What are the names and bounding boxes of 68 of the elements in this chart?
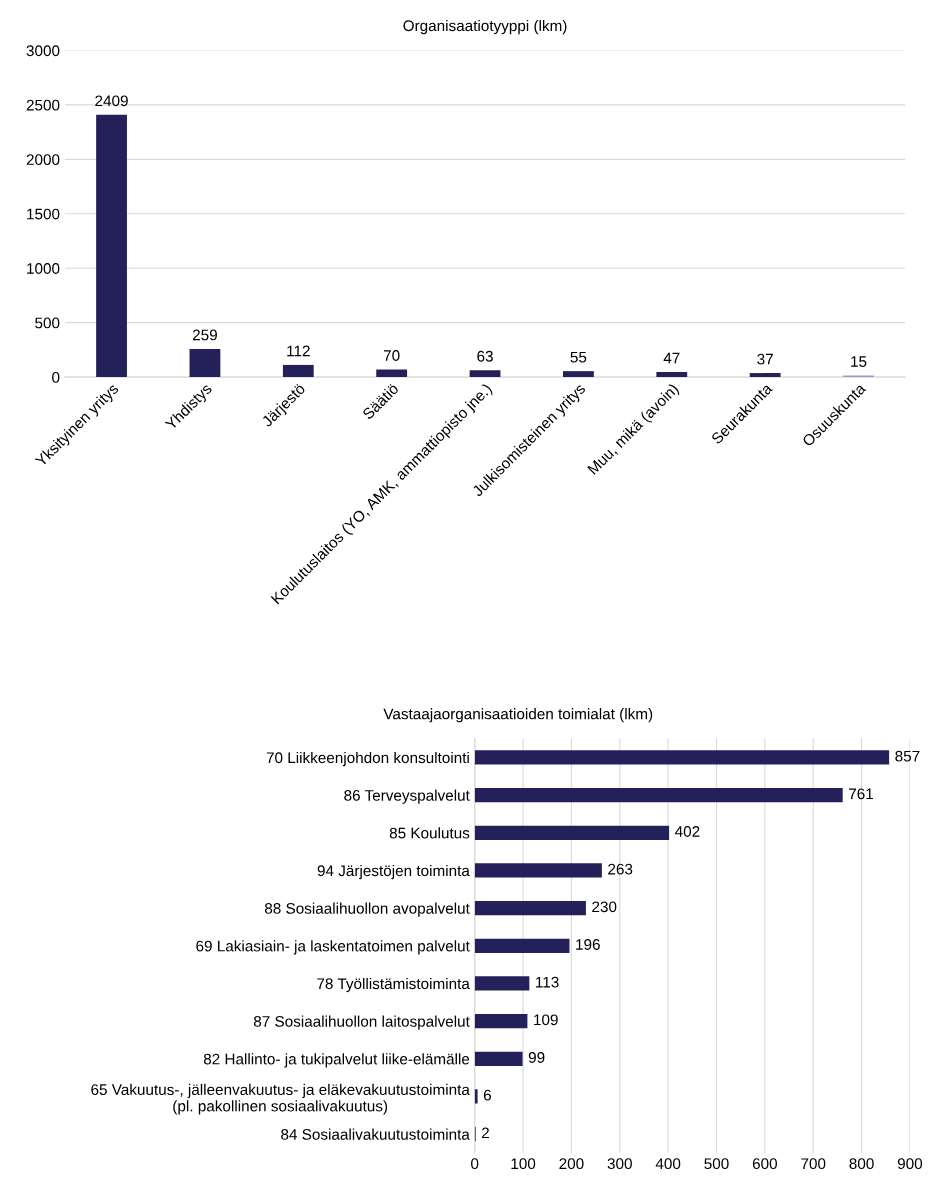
data-label: 402 — [675, 826, 700, 837]
bar — [474, 750, 890, 765]
bar — [474, 863, 602, 878]
y-tick-label: 2500 — [26, 99, 60, 111]
data-label: 2409 — [95, 95, 128, 107]
x-tick-label: 0 — [471, 1158, 479, 1170]
y-tick-label: 3000 — [26, 45, 60, 57]
data-label: 6 — [483, 1089, 491, 1101]
data-label: 263 — [608, 863, 633, 875]
y-tick-label: 84 Sosiaalivakuutustoiminta — [281, 1128, 470, 1140]
data-label: 2 — [481, 1127, 489, 1139]
data-label: 70 — [383, 350, 400, 361]
data-label: 113 — [536, 976, 559, 988]
x-tick-label: 100 — [511, 1158, 536, 1170]
bar — [282, 364, 314, 378]
bar — [189, 348, 221, 378]
bar — [474, 900, 586, 916]
x-tick-label: 900 — [897, 1158, 923, 1170]
y-tick-label: 70 Liikkeenjohdon konsultointi — [266, 751, 469, 767]
y-tick-label: 94 Järjestöjen toiminta — [317, 864, 470, 880]
data-label: 63 — [477, 350, 493, 362]
y-tick-label: 78 Työllistämistoiminta — [317, 977, 470, 993]
data-label: 37 — [757, 353, 773, 365]
data-label: 196 — [576, 939, 600, 950]
data-label: 47 — [663, 352, 680, 364]
y-tick-label: 2000 — [26, 154, 60, 166]
y-tick-label: 500 — [35, 317, 60, 329]
bar — [376, 369, 408, 378]
bar — [469, 370, 501, 378]
y-tick-label: 1000 — [27, 263, 60, 274]
y-tick-label: 1500 — [27, 208, 60, 220]
bar — [96, 114, 127, 378]
chart-title: Vastaajaorganisaatioiden toimialat (lkm) — [383, 708, 653, 723]
x-tick-label: 700 — [801, 1158, 826, 1170]
data-label: 857 — [895, 750, 920, 762]
data-label: 55 — [570, 351, 587, 363]
data-label: 109 — [534, 1014, 558, 1026]
bar — [656, 372, 688, 378]
x-tick-label: 600 — [752, 1158, 777, 1170]
data-label: 259 — [192, 329, 217, 341]
data-label: 112 — [287, 345, 310, 357]
data-label: 230 — [592, 901, 617, 913]
data-label: 15 — [851, 356, 867, 367]
bar — [474, 825, 670, 840]
bar — [474, 1051, 523, 1066]
bar — [474, 787, 843, 803]
bar — [474, 1089, 478, 1104]
y-tick-label: 0 — [52, 371, 60, 383]
bar — [749, 373, 781, 378]
data-label: 99 — [528, 1052, 545, 1063]
y-tick-label: 87 Sosiaalihuollon laitospalvelut — [253, 1015, 470, 1030]
y-tick-label: 85 Koulutus — [389, 827, 470, 839]
x-tick-label: 300 — [607, 1158, 632, 1170]
x-tick-label: 400 — [655, 1158, 681, 1170]
bar — [474, 938, 570, 953]
x-tick-label: 800 — [849, 1158, 874, 1170]
data-label: 761 — [849, 788, 873, 800]
bar — [474, 976, 530, 991]
chart-title: Organisaatiotyyppi (lkm) — [403, 19, 567, 35]
bar — [474, 1013, 528, 1029]
x-tick-label: 200 — [559, 1158, 584, 1170]
y-tick-label: 86 Terveyspalvelut — [344, 789, 470, 804]
y-tick-label: 65 Vakuutus-, jälleenvakuutus- ja eläkevakuutustoiminta (pl. pakollinen sosiaalivakuutus) — [91, 1083, 470, 1115]
bar — [563, 371, 594, 378]
y-tick-label: 88 Sosiaalihuollon avopalvelut — [264, 902, 470, 917]
y-tick-label: 82 Hallinto- ja tukipalvelut liike-elämälle — [203, 1053, 470, 1068]
y-tick-label: 69 Lakiasiain- ja laskentatoimen palvelut — [196, 940, 470, 955]
x-tick-label: 500 — [704, 1158, 729, 1170]
